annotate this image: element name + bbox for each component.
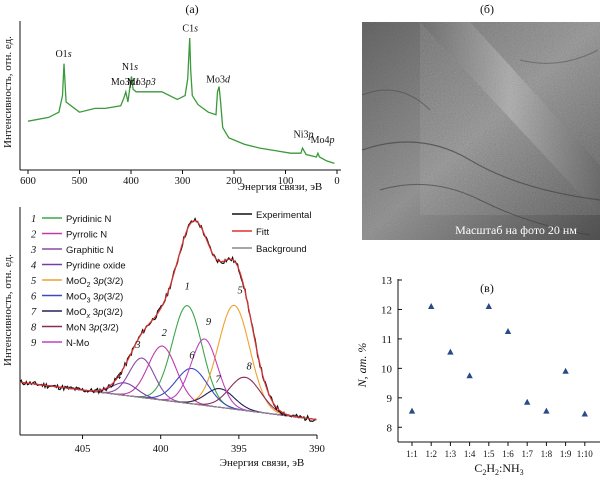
n1s-peak-number: 5 <box>238 285 243 296</box>
n1s-peak-number: 1 <box>185 282 190 293</box>
n-content-data-point <box>428 303 435 310</box>
n1s-legend-number: 6 <box>31 292 37 303</box>
survey-x-tick-label: 100 <box>278 176 294 187</box>
n-content-x-tick-label: 1:3 <box>445 449 457 459</box>
n-content-x-tick-label: 1:6 <box>502 449 514 459</box>
panel-label-b: (б) <box>480 2 494 16</box>
n-content-data-point <box>524 398 531 405</box>
n1s-x-tick-label: 395 <box>231 444 247 455</box>
n1s-legend-label: N-Mo <box>66 338 89 349</box>
n1s-legend-number: 8 <box>31 323 37 334</box>
n1s-component-line <box>19 304 317 421</box>
n1s-component-line <box>19 367 317 421</box>
n-content-y-tick-label: 9 <box>387 393 393 405</box>
survey-peak-label: Ni3p <box>294 130 314 141</box>
n1s-legend2-label: Background <box>256 244 307 255</box>
n-content-y-tick-label: 8 <box>387 422 393 434</box>
n1s-legend-number: 2 <box>31 230 37 241</box>
n-content-data-point <box>543 407 550 414</box>
n1s-peak-number: 3 <box>134 340 140 351</box>
tem-photo: Масштаб на фото 20 нм <box>361 22 601 240</box>
n1s-x-tick-label: 405 <box>75 444 91 455</box>
survey-peak-label: C1s <box>182 23 198 34</box>
n1s-legend-label: MoO2 3p(3/2) <box>66 276 123 289</box>
survey-x-tick-label: 0 <box>334 176 339 187</box>
survey-peak-label: N1s <box>122 62 138 73</box>
n1s-peak-number: 4 <box>116 371 122 382</box>
survey-x-tick-label: 500 <box>72 176 88 187</box>
n-content-x-tick-label: 1:5 <box>483 449 495 459</box>
n-content-x-tick-label: 1:8 <box>541 449 553 459</box>
n-content-chart: N, ат. % C2H2:NH3 8 9 10 11 12 13 1:1 1:2 1:3 1:4… <box>355 275 600 477</box>
survey-x-tick-label: 600 <box>20 176 36 187</box>
n1s-peak-number: 2 <box>162 328 168 339</box>
n-content-x-tick-label: 1:10 <box>577 449 594 459</box>
survey-x-tick-label: 300 <box>175 176 191 187</box>
survey-y-label: Интенсивность, отн. ед. <box>2 36 14 148</box>
survey-series-line <box>27 37 335 165</box>
n1s-x-tick-label: 390 <box>309 444 325 455</box>
n1s-legend2-label: Fitt <box>256 227 270 238</box>
n1s-legend-label: MoOx 3p(3/2) <box>66 307 123 320</box>
n1s-x-tick-label: 400 <box>153 444 169 455</box>
n1s-peak-number: 8 <box>246 361 252 372</box>
panel-label-a: (а) <box>185 2 198 16</box>
n1s-legend-number: 1 <box>31 214 36 225</box>
n1s-legend-label: MoN 3p(3/2) <box>66 323 119 334</box>
survey-peak-label: Mo4p <box>311 135 335 146</box>
n-content-y-tick-label: 10 <box>381 363 393 375</box>
n1s-fit-line <box>19 220 317 421</box>
n-content-y-label: N, ат. % <box>355 343 369 389</box>
n-content-x-tick-label: 1:9 <box>560 449 572 459</box>
n-content-data-point <box>466 372 473 379</box>
n-content-x-tick-label: 1:4 <box>464 449 476 459</box>
n1s-spectrum-chart: Интенсивность, отн. ед. Энергия связи, э… <box>2 207 325 469</box>
n1s-legend-label: Pyridine oxide <box>66 261 126 272</box>
panel-label-c: (в) <box>480 281 494 295</box>
n1s-component-line <box>19 305 317 421</box>
n1s-legend-label: Graphitic N <box>66 245 114 256</box>
n1s-legend-number: 4 <box>31 261 37 272</box>
n-content-x-tick-label: 1:1 <box>406 449 418 459</box>
n-content-data-point <box>504 328 512 335</box>
survey-x-tick-label: 200 <box>226 176 242 187</box>
n1s-legend-number: 3 <box>30 245 36 256</box>
n1s-legend-label: Pyridinic N <box>66 214 112 225</box>
n1s-legend-label: Pyrrolic N <box>66 230 107 241</box>
n1s-legend-number: 7 <box>31 307 37 318</box>
tem-scale-caption: Масштаб на фото 20 нм <box>455 223 577 237</box>
survey-peak-label: Mo3p3 <box>127 77 156 88</box>
n-content-data-point <box>562 367 569 374</box>
survey-x-tick-label: 400 <box>123 176 139 187</box>
n1s-peak-number: 7 <box>215 375 221 386</box>
n1s-peak-number: 9 <box>206 317 212 328</box>
survey-x-label: Энергия связи, эВ <box>238 181 323 193</box>
n-content-data-point <box>581 410 588 417</box>
n-content-x-tick-label: 1:2 <box>425 449 437 459</box>
n1s-x-label: Энергия связи, эВ <box>220 457 305 469</box>
survey-spectrum-chart: Интенсивность, отн. ед. Энергия связи, э… <box>2 21 341 193</box>
n-content-data-point <box>485 303 492 310</box>
n1s-legend-label: MoO3 3p(3/2) <box>66 292 123 305</box>
n-content-data-point <box>408 407 416 414</box>
n-content-y-tick-label: 13 <box>381 275 393 287</box>
n1s-legend2-label: Experimental <box>256 210 311 221</box>
survey-peak-label: O1s <box>55 49 71 60</box>
n1s-y-label: Интенсивность, отн. ед. <box>2 254 14 366</box>
n-content-x-tick-label: 1:7 <box>521 449 533 459</box>
survey-peak-label: Mo3p1 <box>111 77 140 88</box>
survey-peak-label: Mo3d <box>206 75 231 86</box>
n1s-peak-number: 6 <box>189 351 195 362</box>
n1s-legend-number: 5 <box>31 276 36 287</box>
n-content-data-point <box>447 348 454 355</box>
n-content-y-tick-label: 12 <box>381 304 392 316</box>
n1s-legend-number: 9 <box>31 338 37 349</box>
n-content-y-tick-label: 11 <box>381 334 392 346</box>
n-content-x-label: C2H2:NH3 <box>474 461 523 477</box>
